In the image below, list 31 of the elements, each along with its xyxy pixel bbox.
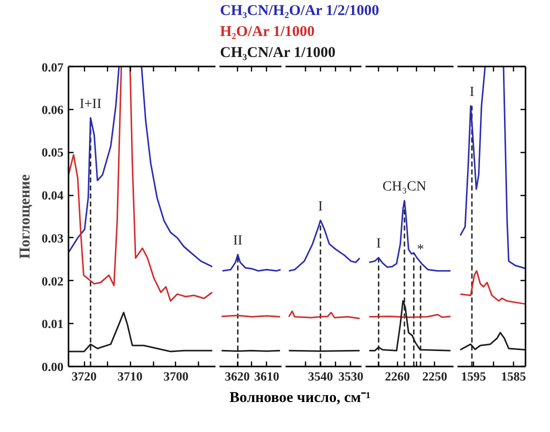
y-tick-label: 0.06 (42, 102, 64, 117)
x-tick-label: 1595 (461, 370, 486, 384)
y-axis-title: Поглощение (18, 174, 34, 259)
x-tick-label: 3610 (254, 370, 280, 384)
x-tick-label: 3700 (163, 370, 188, 384)
x-tick-label: 3540 (308, 370, 333, 384)
ref-line-label: I (318, 199, 324, 214)
y-tick-label: 0.03 (42, 231, 64, 246)
text: H₂O/Ar 1/1000 (220, 23, 315, 41)
y-tick-label: 0.01 (42, 317, 64, 332)
x-tick-label: 2260 (384, 370, 410, 384)
x-tick-label: 1585 (501, 370, 526, 384)
ref-line-label: * (417, 242, 424, 258)
text: CH₃CN/Ar 1/1000 (220, 44, 336, 62)
x-tick-label: 3530 (338, 370, 364, 384)
x-tick-label: 2250 (422, 370, 448, 384)
y-tick-label: 0.04 (42, 188, 64, 203)
x-tick-label: 3710 (118, 370, 143, 384)
y-tick-label: 0.00 (42, 360, 64, 374)
ref-line-label: I (470, 84, 475, 100)
y-tick-label: 0.07 (42, 60, 64, 74)
x-axis-title: Волновое число, см⁻¹ (230, 389, 370, 408)
ref-line-label: CH₃CN (382, 180, 426, 195)
x-tick-label: 3620 (224, 370, 250, 384)
x-tick-label: 3720 (72, 370, 97, 384)
ref-line-label: I (376, 236, 382, 252)
y-tick-label: 0.05 (42, 146, 64, 160)
ref-line-label: II (233, 234, 243, 249)
ref-line-label: I+II (80, 96, 102, 112)
y-tick-label: 0.02 (42, 274, 64, 288)
text: CH₃CN/H₂O/Ar 1/2/1000 (220, 2, 380, 20)
